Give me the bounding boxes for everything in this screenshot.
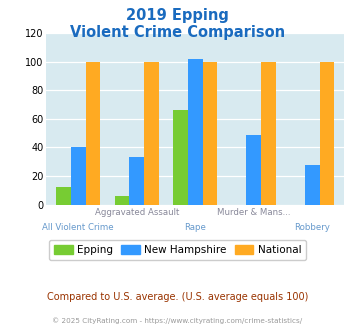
Text: © 2025 CityRating.com - https://www.cityrating.com/crime-statistics/: © 2025 CityRating.com - https://www.city… bbox=[53, 317, 302, 324]
Bar bbox=[305, 165, 320, 205]
Bar bbox=[203, 62, 217, 205]
Text: Compared to U.S. average. (U.S. average equals 100): Compared to U.S. average. (U.S. average … bbox=[47, 292, 308, 302]
Bar bbox=[115, 196, 130, 205]
Bar bbox=[86, 62, 100, 205]
Bar bbox=[188, 59, 203, 205]
Legend: Epping, New Hampshire, National: Epping, New Hampshire, National bbox=[49, 240, 306, 260]
Text: Murder & Mans...: Murder & Mans... bbox=[217, 208, 290, 217]
Bar bbox=[320, 62, 334, 205]
Bar bbox=[71, 148, 86, 205]
Bar bbox=[130, 157, 144, 205]
Text: 2019 Epping: 2019 Epping bbox=[126, 8, 229, 23]
Text: Aggravated Assault: Aggravated Assault bbox=[94, 208, 179, 217]
Bar bbox=[144, 62, 159, 205]
Bar bbox=[261, 62, 275, 205]
Text: Rape: Rape bbox=[184, 223, 206, 232]
Bar bbox=[56, 187, 71, 205]
Text: All Violent Crime: All Violent Crime bbox=[43, 223, 114, 232]
Text: Violent Crime Comparison: Violent Crime Comparison bbox=[70, 25, 285, 40]
Bar bbox=[246, 135, 261, 205]
Text: Robbery: Robbery bbox=[294, 223, 330, 232]
Bar bbox=[173, 110, 188, 205]
